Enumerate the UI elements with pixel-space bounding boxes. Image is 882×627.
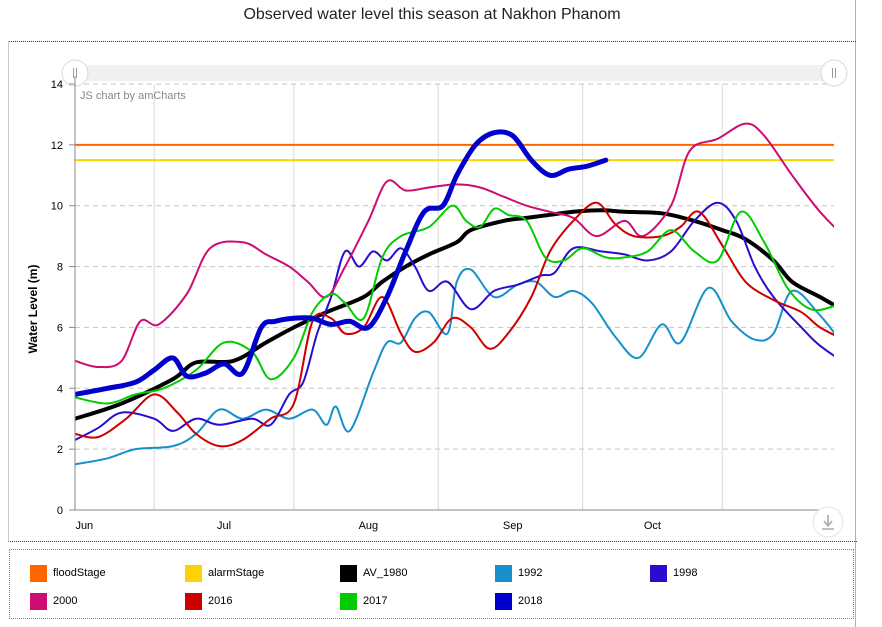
series [75,122,834,466]
x-tick-label: Oct [644,520,661,532]
y-tick-label: 8 [57,262,63,274]
legend-swatch [495,564,512,582]
frame-top-rule [8,41,856,42]
scrollbar-right-grip[interactable] [820,59,848,87]
legend-item-av-1980[interactable]: AV_1980 [340,564,407,582]
legend-label: AV_1980 [363,567,408,579]
frame-right-rule [855,0,856,627]
legend-label: 2018 [518,595,543,607]
water-level-chart: JS chart by amCharts 0 2 4 6 8 10 12 14 Jun Jul Au… [26,59,848,538]
legend-swatch [495,592,512,610]
legend-swatch [30,592,47,610]
legend-swatch [340,564,357,582]
legend-label: 2017 [363,595,388,607]
chart-title: Observed water level this season at Nakh… [243,6,621,23]
chart-credit[interactable]: JS chart by amCharts [80,90,186,102]
series-line-1998 [75,201,834,441]
series-line-1992 [75,267,834,466]
y-tick-label: 6 [57,322,63,334]
legend-label: alarmStage [208,567,265,579]
y-tick-label: 12 [51,140,63,152]
series-line-2017 [75,204,834,405]
series-line-av-1980 [75,208,834,421]
legend-item-2017[interactable]: 2017 [340,592,387,610]
series-line-2018 [75,129,609,397]
legend-item-alarmstage[interactable]: alarmStage [185,564,264,582]
export-menu-icon[interactable] [812,506,844,538]
legend-item-2018[interactable]: 2018 [495,592,542,610]
series-line-2016 [75,201,834,448]
legend-label: 1998 [673,567,698,579]
legend-swatch [185,564,202,582]
legend-label: 1992 [518,567,543,579]
legend-label: floodStage [53,567,106,579]
legend-label: 2000 [53,595,78,607]
legend-label: 2016 [208,595,233,607]
legend-item-2016[interactable]: 2016 [185,592,232,610]
y-tick-label: 2 [57,444,63,456]
scrollbar-track[interactable] [73,65,836,81]
y-tick-label: 0 [57,505,63,517]
y-tick-label: 14 [51,79,63,91]
legend-swatch [340,592,357,610]
legend-swatch [650,564,667,582]
x-tick-label: Aug [359,520,379,532]
chart-scrollbar[interactable] [61,59,848,87]
x-tick-label: Jul [217,520,231,532]
legend-swatch [30,564,47,582]
legend-item-1998[interactable]: 1998 [650,564,697,582]
y-axis-label: Water Level (m) [26,265,40,354]
legend-item-2000[interactable]: 2000 [30,592,77,610]
axes: 0 2 4 6 8 10 12 14 Jun Jul Aug Sep Oct [51,76,834,532]
legend-item-floodstage[interactable]: floodStage [30,564,106,582]
y-tick-label: 4 [57,383,63,395]
x-tick-label: Jun [75,520,93,532]
legend-swatch [185,592,202,610]
legend-item-1992[interactable]: 1992 [495,564,542,582]
y-tick-label: 10 [51,201,63,213]
series-line-2000 [75,122,834,369]
legend: floodStage alarmStage AV_1980 1992 1998 2000 2… [9,549,854,619]
x-tick-label: Sep [503,520,523,532]
chart-area: JS chart by amCharts 0 2 4 6 8 10 12 14 Jun Jul Au… [8,41,857,542]
